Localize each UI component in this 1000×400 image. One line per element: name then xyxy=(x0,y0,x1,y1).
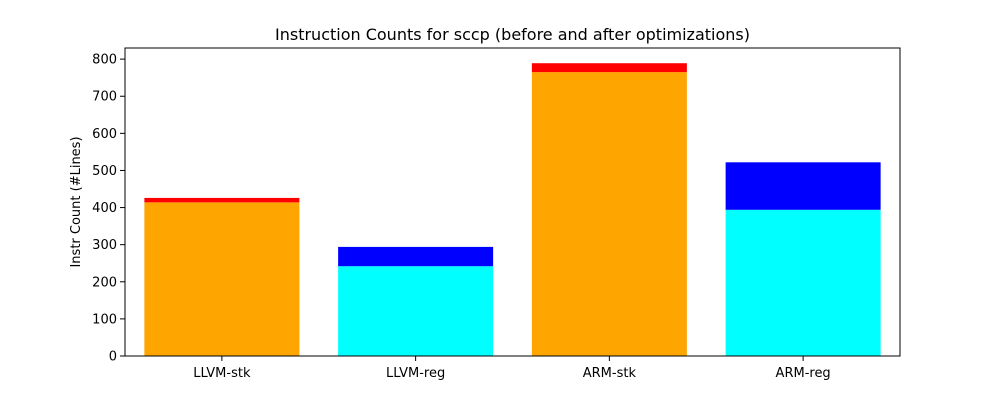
y-tick-label: 0 xyxy=(109,350,117,365)
bar-base-llvm-stk xyxy=(144,202,300,356)
bars-group xyxy=(144,63,881,356)
bar-base-llvm-reg xyxy=(338,266,494,356)
bar-base-arm-stk xyxy=(531,72,687,356)
y-tick-label: 800 xyxy=(92,53,117,68)
bar-top-llvm-stk xyxy=(144,197,300,203)
y-tick-label: 100 xyxy=(92,312,117,327)
bar-top-llvm-reg xyxy=(338,246,494,267)
x-tick-label: ARM-stk xyxy=(583,366,637,381)
y-tick-label: 400 xyxy=(92,201,117,216)
x-tick-label: LLVM-reg xyxy=(386,366,445,381)
chart-title: Instruction Counts for sccp (before and … xyxy=(275,25,750,44)
x-tick-label: ARM-reg xyxy=(776,366,831,381)
plot-frame xyxy=(124,47,901,357)
y-axis-label: Instr Count (#Lines) xyxy=(69,136,84,267)
x-tick-label: LLVM-stk xyxy=(193,366,251,381)
y-tick-label: 300 xyxy=(92,238,117,253)
bar-top-arm-reg xyxy=(725,162,881,210)
bar-top-arm-stk xyxy=(531,63,687,73)
y-tick-label: 500 xyxy=(92,164,117,179)
y-axis: 0 100 200 300 400 500 600 700 800 xyxy=(92,53,125,365)
bar-base-arm-reg xyxy=(725,209,881,356)
y-tick-label: 700 xyxy=(92,90,117,105)
y-tick-label: 200 xyxy=(92,275,117,290)
y-tick-label: 600 xyxy=(92,127,117,142)
x-axis: LLVM-stk LLVM-reg ARM-stk ARM-reg xyxy=(193,356,831,381)
